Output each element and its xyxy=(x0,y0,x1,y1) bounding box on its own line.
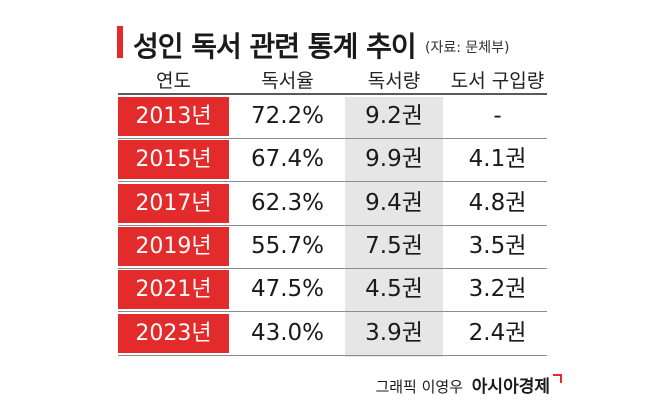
row-divider xyxy=(118,355,547,356)
reading-rate-cell: 72.2% xyxy=(250,103,325,129)
row-divider xyxy=(118,138,547,139)
row-divider xyxy=(118,181,547,182)
reading-volume-cell: 7.5권 xyxy=(365,233,423,259)
reading-volume-cell: 9.9권 xyxy=(365,146,423,172)
purchase-volume-cell: 4.8권 xyxy=(468,190,527,216)
source-note: (자료: 문체부) xyxy=(425,40,510,56)
reading-volume-cell: 4.5권 xyxy=(365,276,423,302)
reading-rate-cell: 62.3% xyxy=(250,190,325,216)
reading-volume-cell: 9.4권 xyxy=(365,190,423,216)
reading-rate-cell: 47.5% xyxy=(250,276,325,302)
year-cell: 2013년 xyxy=(118,97,229,136)
reading-rate-cell: 43.0% xyxy=(250,320,325,346)
year-cell: 2019년 xyxy=(118,227,229,266)
row-divider xyxy=(118,225,547,226)
purchase-volume-cell: 2.4권 xyxy=(468,320,527,346)
column-header-year: 연도 xyxy=(156,70,191,92)
purchase-volume-cell: 3.2권 xyxy=(468,276,527,302)
brand-logo-icon xyxy=(553,374,562,383)
graphic-credit: 그래픽 이영우 아시아경제 xyxy=(375,372,562,397)
purchase-volume-cell: 3.5권 xyxy=(468,233,527,259)
year-cell: 2023년 xyxy=(118,314,229,353)
year-cell: 2017년 xyxy=(118,184,229,223)
purchase-volume-cell: 4.1권 xyxy=(468,146,527,172)
title-accent-bar xyxy=(117,26,123,58)
reading-rate-cell: 67.4% xyxy=(250,146,325,172)
brand-name: 아시아경제 xyxy=(471,377,550,397)
chart-title: 성인 독서 관련 통계 추이 xyxy=(133,30,417,63)
reading-rate-cell: 55.7% xyxy=(250,233,325,259)
year-cell: 2015년 xyxy=(118,140,229,179)
purchase-volume-cell: - xyxy=(493,103,502,129)
year-cell: 2021년 xyxy=(118,270,229,309)
row-divider xyxy=(118,268,547,269)
column-header-purchase-volume: 도서 구입량 xyxy=(450,70,545,92)
row-divider xyxy=(118,311,547,312)
reading-volume-cell: 9.2권 xyxy=(365,103,423,129)
reading-volume-column-highlight xyxy=(345,97,443,357)
column-header-reading-rate: 독서율 xyxy=(261,70,314,92)
reading-volume-cell: 3.9권 xyxy=(365,320,423,346)
table-top-rule xyxy=(118,93,547,95)
designer-credit: 그래픽 이영우 xyxy=(375,378,464,396)
column-header-reading-volume: 독서량 xyxy=(367,70,421,92)
